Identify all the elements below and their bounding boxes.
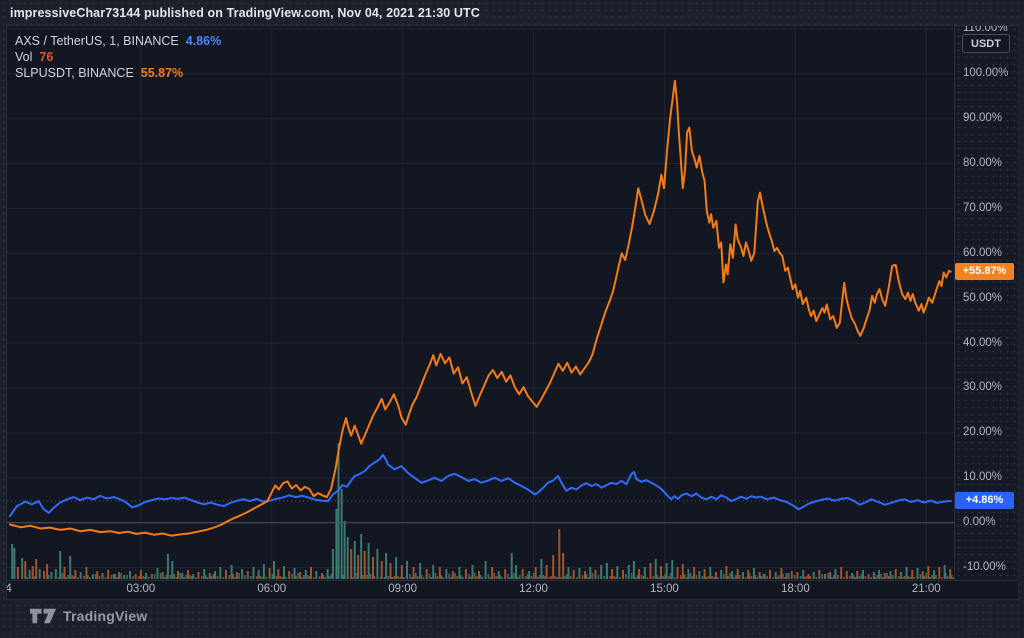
currency-toggle-button[interactable]: USDT bbox=[962, 34, 1010, 53]
price-tick-label: 70.00% bbox=[963, 201, 1003, 214]
time-tick-label: 09:00 bbox=[388, 583, 418, 595]
chart-legend: AXS / TetherUS, 1, BINANCE 4.86% Vol 76 SL… bbox=[15, 33, 221, 81]
time-tick-label: 18:00 bbox=[780, 583, 810, 595]
plot-area[interactable]: AXS / TetherUS, 1, BINANCE 4.86% Vol 76 SL… bbox=[7, 26, 954, 580]
price-tick-label: 110.00% bbox=[963, 26, 1008, 35]
symbol-title: AXS / TetherUS, 1, BINANCE bbox=[15, 34, 179, 48]
last-price-badge-slp: +55.87% bbox=[955, 263, 1014, 281]
axs-series-line[interactable] bbox=[9, 453, 952, 517]
slp-series-line[interactable] bbox=[9, 79, 952, 537]
attribution-text: impressiveChar73144 published on Trading… bbox=[10, 6, 480, 20]
grid-lines bbox=[7, 26, 954, 580]
tradingview-watermark[interactable]: TradingView bbox=[30, 606, 147, 626]
compare-change-value: 55.87% bbox=[140, 66, 184, 80]
legend-row-symbol[interactable]: AXS / TetherUS, 1, BINANCE 4.86% bbox=[15, 33, 221, 49]
compare-title: SLPUSDT, BINANCE bbox=[15, 66, 134, 80]
price-tick-label: 80.00% bbox=[963, 156, 1003, 169]
last-price-badge-axs: +4.86% bbox=[955, 492, 1014, 510]
legend-row-compare[interactable]: SLPUSDT, BINANCE 55.87% bbox=[15, 65, 221, 81]
time-axis[interactable]: 04 03:00 06:00 09:00 12:00 15:00 18:00 21:00 bbox=[7, 580, 1018, 599]
chart-svg[interactable] bbox=[7, 26, 954, 580]
time-tick-label: 21:00 bbox=[911, 583, 941, 595]
time-edge-label: 04 bbox=[7, 583, 15, 595]
price-tick-label: 40.00% bbox=[963, 336, 1003, 349]
price-tick-label: 50.00% bbox=[963, 291, 1003, 304]
chart-panel: AXS / TetherUS, 1, BINANCE 4.86% Vol 76 SL… bbox=[6, 25, 1018, 600]
volume-value: 76 bbox=[39, 50, 54, 64]
time-tick-label: 03:00 bbox=[126, 583, 156, 595]
price-tick-label: 10.00% bbox=[963, 471, 1003, 484]
volume-bars bbox=[11, 443, 954, 579]
price-axis[interactable]: 110.00% 100.00% 90.00% 80.00% 70.00% 60.00% 50… bbox=[954, 26, 1018, 580]
time-tick-label: 06:00 bbox=[257, 583, 287, 595]
time-tick-label: 12:00 bbox=[519, 583, 548, 595]
legend-row-volume[interactable]: Vol 76 bbox=[15, 49, 221, 65]
price-tick-label: 90.00% bbox=[963, 112, 1003, 125]
time-tick-label: 15:00 bbox=[650, 583, 679, 595]
tradingview-logo-icon bbox=[30, 608, 56, 624]
volume-title: Vol bbox=[15, 50, 33, 64]
price-tick-label: 30.00% bbox=[963, 381, 1003, 394]
symbol-change-value: 4.86% bbox=[185, 34, 222, 48]
tradingview-brand-label: TradingView bbox=[63, 608, 148, 624]
price-tick-label: 20.00% bbox=[963, 426, 1003, 439]
price-tick-label: 100.00% bbox=[963, 67, 1009, 80]
price-tick-label: 60.00% bbox=[963, 246, 1003, 259]
price-tick-label: -10.00% bbox=[963, 561, 1006, 574]
price-tick-label: 0.00% bbox=[963, 516, 996, 529]
